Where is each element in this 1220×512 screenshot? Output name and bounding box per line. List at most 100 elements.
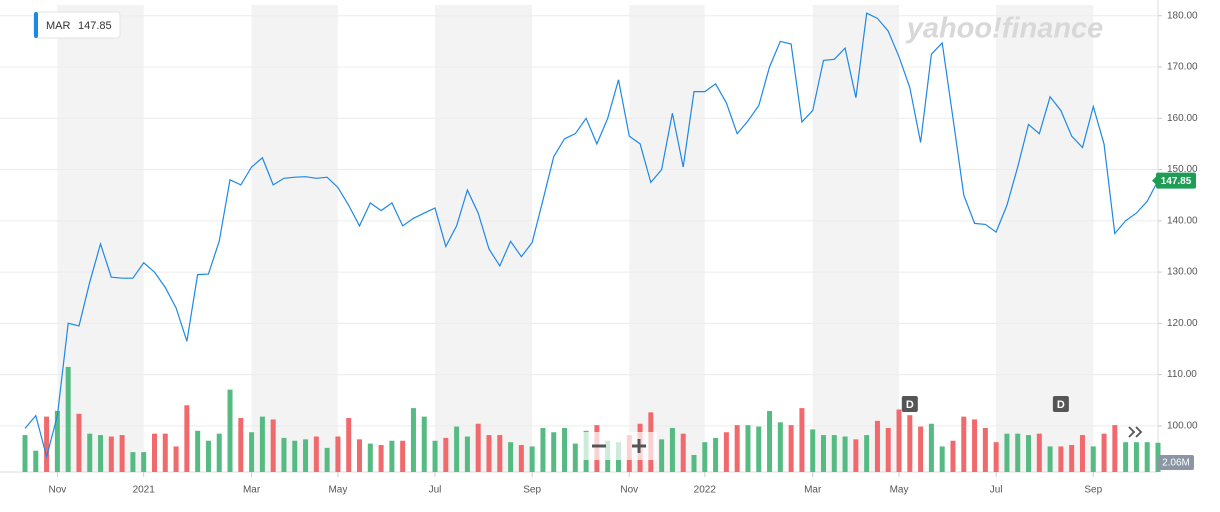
volume-bar [659, 439, 665, 472]
volume-bar [87, 433, 93, 472]
volume-bar [464, 436, 470, 472]
legend-swatch [34, 12, 38, 38]
volume-bar [33, 450, 39, 472]
period-band [629, 5, 705, 472]
volume-bar [475, 423, 481, 472]
volume-bar [1123, 442, 1129, 472]
volume-bar [497, 435, 503, 472]
volume-bar [799, 408, 805, 472]
volume-bar [130, 452, 136, 472]
volume-bar [259, 416, 265, 472]
volume-bar [443, 437, 449, 472]
volume-bar [184, 405, 190, 472]
y-tick-label: 140.00 [1167, 215, 1198, 226]
volume-bar [907, 415, 913, 472]
y-tick-label: 150.00 [1167, 164, 1198, 175]
volume-bar [1004, 433, 1010, 472]
period-band [435, 5, 533, 472]
y-tick-label: 130.00 [1167, 267, 1198, 278]
volume-bar [896, 409, 902, 472]
volume-bar [119, 435, 125, 472]
last-price-badge [1156, 172, 1196, 189]
volume-bar [982, 427, 988, 472]
volume-bar [357, 439, 363, 472]
y-tick-label: 120.00 [1167, 318, 1198, 329]
volume-bar [874, 420, 880, 472]
volume-bar [1026, 435, 1032, 472]
legend-price: 147.85 [78, 20, 112, 32]
dividend-label: D [906, 399, 914, 411]
volume-bar [1047, 446, 1053, 472]
volume-bar [1079, 435, 1085, 472]
volume-bar [432, 440, 438, 472]
last-price-label: 147.85 [1161, 176, 1192, 187]
volume-bar [993, 442, 999, 472]
volume-bar [961, 416, 967, 472]
volume-bar [108, 436, 114, 472]
volume-bar [303, 439, 309, 472]
volume-bar [680, 433, 686, 472]
volume-bar [508, 442, 514, 472]
x-tick-label: Sep [523, 485, 541, 496]
volume-bar [713, 437, 719, 472]
volume-bar [421, 416, 427, 472]
volume-bar [141, 452, 147, 472]
volume-bar [54, 410, 60, 472]
volume-bar [885, 427, 891, 472]
volume-bar [572, 443, 578, 472]
volume-bar [702, 442, 708, 472]
x-tick-label: Nov [620, 485, 638, 496]
dividend-marker [901, 396, 918, 412]
volume-bar [151, 433, 157, 472]
volume-bar [669, 427, 675, 472]
volume-bar [162, 433, 168, 472]
volume-bar [928, 423, 934, 472]
volume-bar [76, 413, 82, 472]
volume-bar [335, 436, 341, 472]
x-tick-label: Mar [243, 485, 261, 496]
volume-bar [400, 440, 406, 472]
y-tick-label: 160.00 [1167, 113, 1198, 124]
volume-bar [1133, 442, 1139, 472]
volume-bar [788, 425, 794, 472]
zoom-in-button[interactable] [632, 439, 646, 453]
volume-bar [410, 408, 416, 472]
x-tick-label: May [890, 485, 909, 496]
volume-bar [767, 410, 773, 472]
dividend-marker [1052, 396, 1069, 412]
volume-bar [1069, 445, 1075, 472]
period-band [996, 5, 1094, 472]
last-price-pointer [1152, 175, 1157, 186]
scroll-right-button[interactable] [1128, 426, 1143, 438]
x-tick-label: Mar [804, 485, 822, 496]
volume-bar [1090, 446, 1096, 472]
y-tick-label: 170.00 [1167, 62, 1198, 73]
volume-bar [853, 439, 859, 472]
volume-bar [238, 418, 244, 472]
period-band [57, 5, 144, 472]
volume-bar [1112, 425, 1118, 472]
volume-bar [972, 419, 978, 472]
volume-bar [389, 440, 395, 472]
dividend-label: D [1057, 399, 1065, 411]
volume-bar [270, 419, 276, 472]
x-tick-label: 2022 [694, 485, 717, 496]
watermark: yahoo!finance [905, 13, 1104, 45]
x-tick-label: 2021 [133, 485, 156, 496]
volume-bar [454, 426, 460, 472]
volume-bar [810, 429, 816, 472]
volume-bar [562, 427, 568, 472]
last-volume-label: 2.06M [1162, 458, 1190, 469]
volume-bar [734, 425, 740, 472]
volume-bar [1058, 446, 1064, 472]
y-tick-label: 100.00 [1167, 421, 1198, 432]
volume-bar [529, 446, 535, 472]
volume-bar [1036, 433, 1042, 472]
volume-bar [367, 443, 373, 472]
volume-bar [745, 425, 751, 472]
volume-bar [864, 435, 870, 472]
legend-symbol: MAR [46, 20, 71, 32]
volume-bar [249, 432, 255, 472]
